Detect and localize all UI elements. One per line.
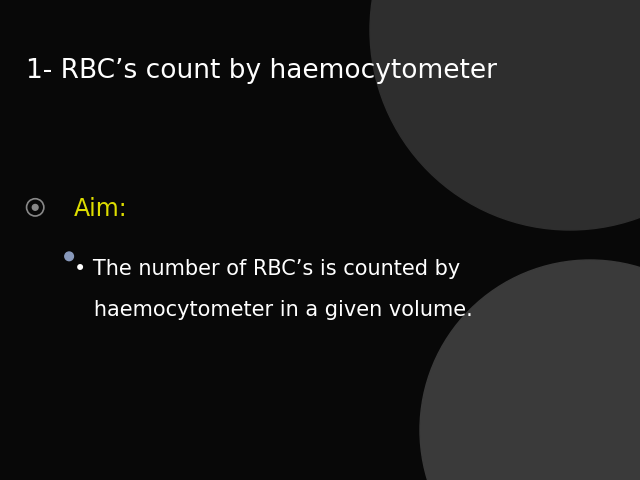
Circle shape xyxy=(420,260,640,480)
Text: 1- RBC’s count by haemocytometer: 1- RBC’s count by haemocytometer xyxy=(26,58,497,84)
Text: haemocytometer in a given volume.: haemocytometer in a given volume. xyxy=(74,300,472,320)
Circle shape xyxy=(32,204,38,210)
Circle shape xyxy=(370,0,640,230)
Text: Aim:: Aim: xyxy=(74,197,127,221)
Text: • The number of RBC’s is counted by: • The number of RBC’s is counted by xyxy=(74,259,460,279)
Circle shape xyxy=(65,252,74,261)
